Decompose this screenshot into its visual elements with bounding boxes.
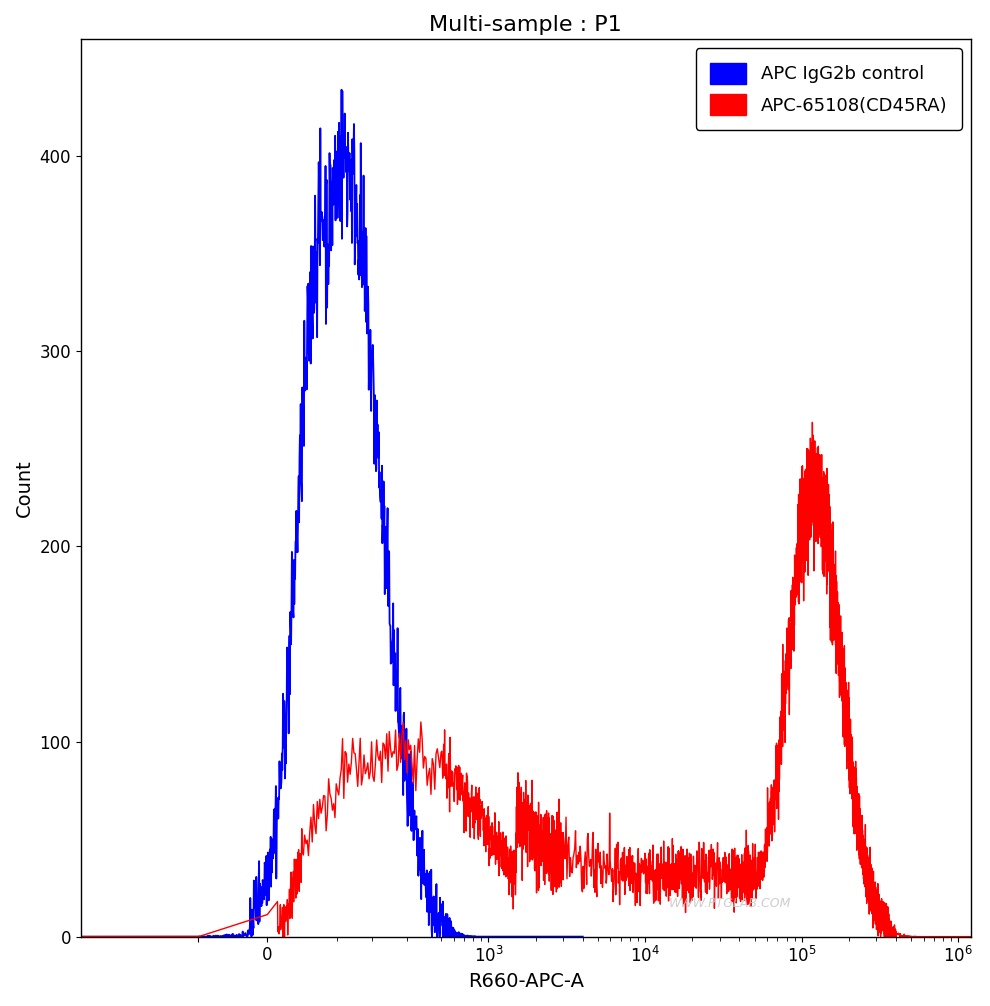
APC IgG2b control	[75, 931, 87, 943]
APC-65108(CD45RA)	[767, 787, 779, 799]
Legend: APC IgG2b control, APC-65108(CD45RA): APC IgG2b control, APC-65108(CD45RA)	[696, 48, 961, 130]
APC IgG2b control	[514, 931, 526, 943]
APC-65108(CD45RA)	[965, 931, 977, 943]
Y-axis label: Count: Count	[15, 459, 34, 517]
APC IgG2b control	[502, 931, 514, 943]
APC IgG2b control	[577, 931, 589, 943]
APC IgG2b control	[551, 931, 563, 943]
APC-65108(CD45RA)	[816, 499, 828, 511]
Title: Multi-sample : P1: Multi-sample : P1	[430, 15, 622, 35]
Text: WWW.PTGLAB.COM: WWW.PTGLAB.COM	[669, 896, 792, 909]
X-axis label: R660-APC-A: R660-APC-A	[468, 972, 584, 991]
APC-65108(CD45RA)	[761, 825, 773, 837]
APC IgG2b control	[574, 931, 586, 943]
Line: APC-65108(CD45RA): APC-65108(CD45RA)	[81, 423, 971, 937]
APC-65108(CD45RA)	[75, 931, 87, 943]
APC IgG2b control	[570, 931, 582, 943]
Line: APC IgG2b control: APC IgG2b control	[81, 90, 583, 937]
APC-65108(CD45RA)	[807, 416, 819, 429]
APC IgG2b control	[336, 83, 347, 96]
APC-65108(CD45RA)	[867, 878, 879, 890]
APC-65108(CD45RA)	[838, 684, 849, 696]
APC IgG2b control	[504, 931, 516, 943]
APC-65108(CD45RA)	[889, 931, 901, 943]
